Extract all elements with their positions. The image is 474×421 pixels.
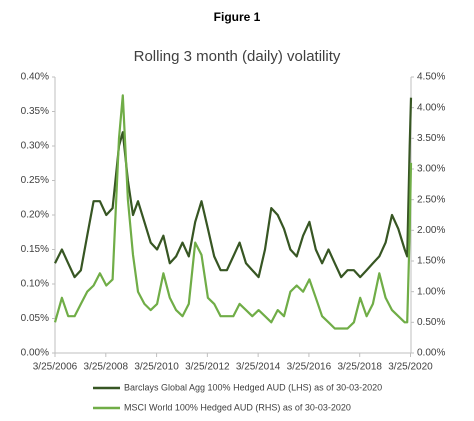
y-tick-label: 0.15% xyxy=(21,244,49,255)
y-tick-label: 0.35% xyxy=(21,106,49,117)
y2-tick-label: 3.50% xyxy=(417,133,445,144)
figure-label: Figure 1 xyxy=(214,10,261,24)
y2-tick-label: 4.50% xyxy=(417,72,445,83)
legend-label: MSCI World 100% Hedged AUD (RHS) as of 3… xyxy=(124,402,351,412)
x-tick-label: 3/25/2016 xyxy=(287,362,332,373)
x-tick-label: 3/25/2008 xyxy=(84,362,129,373)
x-tick-label: 3/25/2014 xyxy=(236,362,281,373)
y2-tick-label: 2.50% xyxy=(417,194,445,205)
y-tick-label: 0.30% xyxy=(21,141,49,152)
series-line xyxy=(53,94,413,330)
y-tick-label: 0.10% xyxy=(21,279,49,290)
x-tick-label: 3/25/2018 xyxy=(337,362,382,373)
x-tick-label: 3/25/2020 xyxy=(388,362,433,373)
y2-tick-label: 0.00% xyxy=(417,348,445,359)
chart-title: Rolling 3 month (daily) volatility xyxy=(134,48,341,65)
x-tick-label: 3/25/2010 xyxy=(134,362,179,373)
y-tick-label: 0.40% xyxy=(21,72,49,83)
x-tick-label: 3/25/2012 xyxy=(185,362,230,373)
x-tick-label: 3/25/2006 xyxy=(33,362,78,373)
y2-tick-label: 2.00% xyxy=(417,225,445,236)
y-tick-label: 0.20% xyxy=(21,210,49,221)
y-tick-label: 0.05% xyxy=(21,313,49,324)
y2-tick-label: 4.00% xyxy=(417,102,445,113)
y-tick-label: 0.25% xyxy=(21,175,49,186)
legend-label: Barclays Global Agg 100% Hedged AUD (LHS… xyxy=(124,382,382,392)
y2-tick-label: 1.00% xyxy=(417,286,445,297)
series-line xyxy=(54,97,413,279)
y2-tick-label: 3.00% xyxy=(417,164,445,175)
y-tick-label: 0.00% xyxy=(21,348,49,359)
y2-tick-label: 0.50% xyxy=(417,317,445,328)
y2-tick-label: 1.50% xyxy=(417,256,445,267)
